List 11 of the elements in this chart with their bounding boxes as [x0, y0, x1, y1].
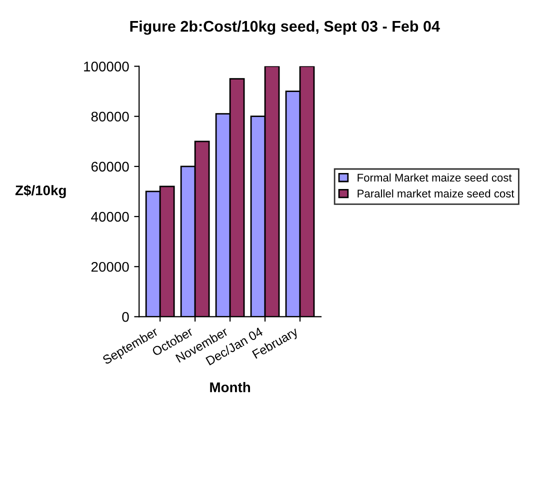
x-axis-title: Month — [210, 382, 250, 392]
legend-label: Formal Market maize seed cost — [358, 173, 512, 182]
y-tick-label: 60000 — [91, 162, 129, 172]
y-tick-label: 80000 — [91, 112, 129, 122]
chart-title: Figure 2b:Cost/10kg seed, Sept 03 - Feb 04 — [130, 20, 440, 35]
y-tick-label: 20000 — [91, 262, 129, 272]
legend-label: Parallel market maize seed cost — [358, 189, 514, 198]
y-tick-label: 40000 — [91, 212, 129, 222]
y-tick-label: 100000 — [84, 62, 129, 72]
y-axis-title: Z$/10kg — [15, 184, 66, 198]
y-tick-label: 0 — [122, 312, 129, 322]
